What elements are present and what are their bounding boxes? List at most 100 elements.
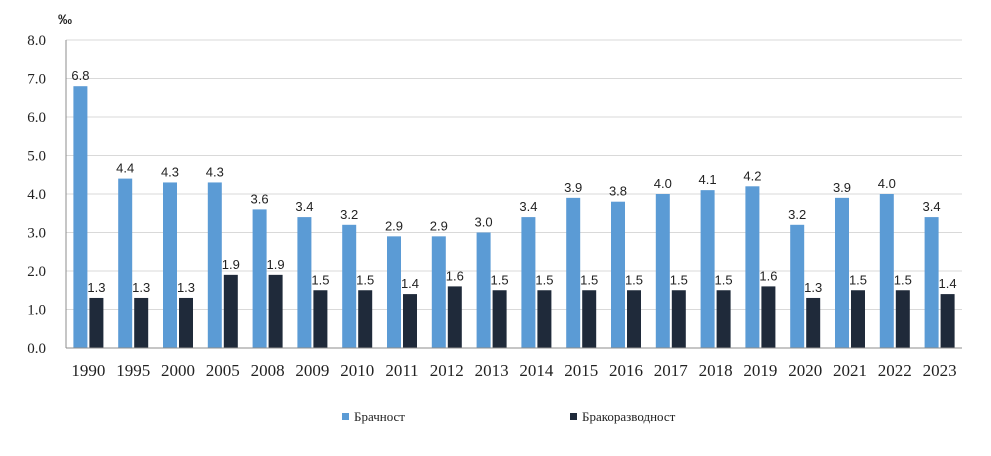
- data-label-brachnost: 3.4: [923, 199, 941, 214]
- x-axis: 1990 1995 2000 2005 2008 2009 2010 2011 2012 2013…: [66, 347, 962, 380]
- y-tick-label: 5.0: [27, 149, 46, 165]
- bar-brachnost: [611, 201, 625, 348]
- bar-brakorazvodnost: [582, 290, 597, 348]
- y-tick-label: 6.0: [27, 110, 46, 126]
- data-label-brakorazvodnost: 1.6: [759, 268, 777, 283]
- data-label-brakorazvodnost: 1.3: [804, 280, 822, 295]
- data-label-brachnost: 3.9: [564, 180, 582, 195]
- bar-brakorazvodnost: [447, 286, 462, 348]
- y-tick-label: 8.0: [27, 33, 46, 49]
- x-tick-label: 2012: [430, 361, 464, 380]
- y-unit-label: ‰: [58, 11, 72, 27]
- bar-brachnost: [431, 236, 446, 348]
- y-tick-label: 2.0: [27, 264, 46, 280]
- x-tick-label: 2021: [833, 361, 867, 380]
- x-tick-label: 2018: [699, 361, 733, 380]
- data-label-brachnost: 2.9: [385, 218, 403, 233]
- bar-brakorazvodnost: [940, 294, 955, 348]
- x-tick-label: 2022: [878, 361, 912, 380]
- data-label-brachnost: 4.3: [206, 164, 224, 179]
- data-label-brakorazvodnost: 1.3: [132, 280, 150, 295]
- bar-brakorazvodnost: [671, 290, 686, 348]
- bar-brakorazvodnost: [358, 290, 373, 348]
- data-label-brachnost: 3.9: [833, 180, 851, 195]
- data-label-brachnost: 4.1: [699, 172, 717, 187]
- bar-brachnost: [163, 182, 177, 348]
- data-label-brakorazvodnost: 1.5: [535, 272, 553, 287]
- data-label-brachnost: 3.8: [609, 184, 627, 199]
- x-tick-label: 2020: [788, 361, 822, 380]
- gridlines: [66, 39, 962, 310]
- bar-brachnost: [835, 197, 849, 348]
- data-label-brakorazvodnost: 1.5: [894, 272, 912, 287]
- bar-brachnost: [745, 186, 760, 348]
- x-tick-label: 2005: [206, 361, 240, 380]
- legend: Брачност Бракоразводност: [342, 409, 676, 424]
- bar-brachnost: [655, 194, 670, 348]
- bar-brakorazvodnost: [716, 290, 731, 348]
- bar-brachnost: [790, 224, 805, 348]
- x-tick-label: 1995: [116, 361, 150, 380]
- data-label-brachnost: 4.0: [654, 176, 672, 191]
- x-tick-label: 2000: [161, 361, 195, 380]
- y-tick-label: 1.0: [27, 303, 46, 319]
- bar-brakorazvodnost: [179, 297, 193, 348]
- x-tick-label: 2017: [654, 361, 689, 380]
- bar-brachnost: [118, 178, 133, 348]
- data-label-brakorazvodnost: 1.4: [401, 276, 419, 291]
- data-label-brakorazvodnost: 1.5: [356, 272, 374, 287]
- data-labels: 6.8 1.3 4.4 1.3 4.3 1.3 4.3 1.9 3.6 1.9 3.4 1.5 3.2 1…: [71, 68, 956, 295]
- data-label-brakorazvodnost: 1.3: [87, 280, 105, 295]
- bar-brachnost: [387, 236, 401, 348]
- y-tick-label: 3.0: [27, 226, 46, 242]
- bar-brachnost: [521, 217, 536, 348]
- data-label-brakorazvodnost: 1.5: [491, 272, 509, 287]
- bar-brachnost: [476, 232, 491, 348]
- bar-brachnost: [73, 86, 88, 348]
- legend-label: Бракоразводност: [582, 409, 676, 424]
- bar-brakorazvodnost: [223, 274, 238, 348]
- bar-brachnost: [342, 224, 357, 348]
- bar-brakorazvodnost: [492, 290, 507, 348]
- bar-brachnost: [252, 209, 267, 348]
- bar-brakorazvodnost: [806, 297, 821, 348]
- legend-swatch: [342, 413, 349, 420]
- bar-brakorazvodnost: [134, 297, 149, 348]
- data-label-brachnost: 3.0: [475, 215, 493, 230]
- x-tick-label: 2015: [564, 361, 598, 380]
- bar-brachnost: [700, 190, 715, 348]
- data-label-brachnost: 3.2: [340, 207, 358, 222]
- bar-brakorazvodnost: [403, 294, 417, 348]
- x-tick-label: 2011: [385, 361, 418, 380]
- bars: [73, 86, 955, 348]
- data-label-brachnost: 3.2: [788, 207, 806, 222]
- data-label-brakorazvodnost: 1.4: [939, 276, 957, 291]
- data-label-brachnost: 3.6: [251, 191, 269, 206]
- x-tick-label: 2019: [743, 361, 777, 380]
- bar-brakorazvodnost: [313, 290, 328, 348]
- bar-brachnost: [924, 217, 939, 348]
- bar-brakorazvodnost: [895, 290, 910, 348]
- bar-brachnost: [207, 182, 222, 348]
- x-tick-label: 2023: [923, 361, 957, 380]
- x-tick-label: 2008: [251, 361, 285, 380]
- data-label-brakorazvodnost: 1.5: [311, 272, 329, 287]
- data-label-brachnost: 6.8: [71, 68, 89, 83]
- y-tick-label: 7.0: [27, 72, 46, 88]
- y-tick-label: 4.0: [27, 187, 46, 203]
- x-tick-label: 2009: [295, 361, 329, 380]
- data-label-brakorazvodnost: 1.9: [222, 257, 240, 272]
- bar-brakorazvodnost: [89, 297, 104, 348]
- bar-brakorazvodnost: [537, 290, 552, 348]
- x-tick-label: 2013: [475, 361, 509, 380]
- data-label-brachnost: 4.4: [116, 161, 134, 176]
- data-label-brachnost: 2.9: [430, 218, 448, 233]
- bar-brakorazvodnost: [268, 274, 283, 348]
- data-label-brakorazvodnost: 1.9: [267, 257, 285, 272]
- data-label-brakorazvodnost: 1.5: [849, 272, 867, 287]
- data-label-brakorazvodnost: 1.5: [715, 272, 733, 287]
- legend-label: Брачност: [354, 409, 405, 424]
- data-label-brachnost: 4.0: [878, 176, 896, 191]
- data-label-brachnost: 4.3: [161, 164, 179, 179]
